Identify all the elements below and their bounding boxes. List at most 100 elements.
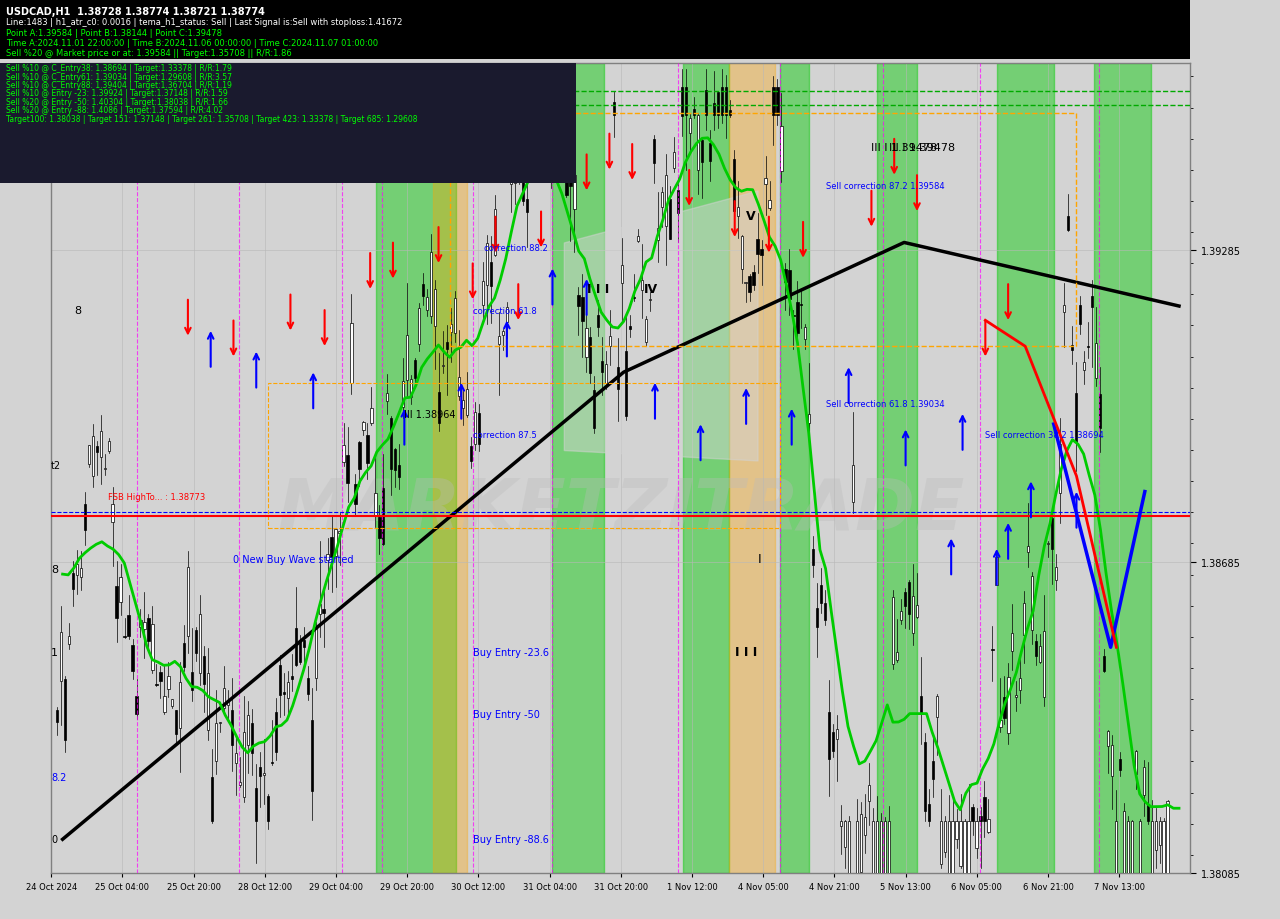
Bar: [351, 323, 352, 383]
Bar: [195, 630, 197, 653]
Bar: [68, 636, 70, 645]
Bar: [204, 656, 205, 685]
Bar: [800, 304, 803, 306]
Bar: [426, 298, 429, 311]
Bar: [832, 732, 835, 752]
Bar: [1079, 305, 1082, 324]
Text: III 1.38964: III 1.38964: [404, 409, 456, 419]
Bar: [1068, 217, 1069, 231]
Bar: [474, 413, 476, 445]
Bar: [669, 199, 671, 240]
Bar: [553, 64, 604, 873]
Text: Sell %20 @ Market price or at: 1.39584 || Target:1.35708 || R/R:1.86: Sell %20 @ Market price or at: 1.39584 |…: [6, 49, 292, 58]
Bar: [932, 762, 934, 779]
Bar: [553, 116, 556, 141]
Bar: [1094, 344, 1097, 379]
Bar: [760, 250, 763, 255]
Bar: [919, 697, 922, 714]
Bar: [115, 586, 118, 618]
Bar: [813, 549, 814, 565]
Bar: [262, 773, 265, 776]
Bar: [1019, 678, 1021, 690]
Text: 8: 8: [51, 564, 59, 574]
Bar: [236, 753, 237, 764]
Bar: [419, 309, 420, 345]
Bar: [879, 822, 882, 875]
Bar: [413, 360, 416, 379]
Bar: [1139, 822, 1140, 876]
Bar: [781, 127, 782, 172]
Bar: [817, 607, 818, 628]
Text: I I I: I I I: [586, 282, 609, 295]
Bar: [617, 368, 620, 390]
Text: 8: 8: [74, 305, 81, 315]
Bar: [477, 414, 480, 444]
Bar: [900, 612, 902, 620]
Bar: [266, 796, 269, 822]
Text: Sell %10 @ C_Entry88: 1.39404 | Target:1.36704 | R/R:1.19: Sell %10 @ C_Entry88: 1.39404 | Target:1…: [6, 81, 232, 90]
Bar: [732, 160, 735, 212]
Bar: [577, 296, 580, 306]
Bar: [1158, 822, 1161, 845]
Bar: [824, 604, 827, 620]
Bar: [997, 64, 1053, 873]
Bar: [462, 401, 465, 408]
Text: Buy Entry -50: Buy Entry -50: [472, 709, 540, 720]
Text: 0: 0: [51, 834, 58, 844]
Bar: [549, 130, 552, 165]
Bar: [1043, 631, 1046, 698]
Bar: [673, 153, 675, 169]
Bar: [136, 697, 138, 714]
Text: Line:1483 | h1_atr_c0: 0.0016 | tema_h1_status: Sell | Last Signal is:Sell with : Line:1483 | h1_atr_c0: 0.0016 | tema_h1_…: [6, 18, 403, 28]
Bar: [279, 665, 282, 695]
Bar: [1055, 568, 1057, 580]
Bar: [64, 679, 67, 740]
Text: Sell correction 61.8 1.39034: Sell correction 61.8 1.39034: [826, 400, 945, 408]
Bar: [108, 441, 110, 451]
Bar: [481, 282, 484, 305]
Bar: [1007, 677, 1010, 732]
Text: 0 New Buy Wave started: 0 New Buy Wave started: [233, 554, 355, 564]
Bar: [645, 320, 648, 343]
Bar: [796, 302, 799, 334]
Text: Sell %10 @ Entry -23: 1.39924 | Target:1.37148 | R/R:1.59: Sell %10 @ Entry -23: 1.39924 | Target:1…: [6, 89, 228, 98]
Bar: [724, 87, 727, 116]
Bar: [1166, 800, 1169, 876]
Bar: [347, 456, 348, 483]
Bar: [187, 568, 189, 636]
Text: Sell %10 @ C_Entry61: 1.39034 | Target:1.29608 | R/R:3.57: Sell %10 @ C_Entry61: 1.39034 | Target:1…: [6, 73, 233, 82]
Bar: [159, 673, 161, 682]
Bar: [1075, 393, 1078, 442]
Bar: [502, 332, 504, 336]
Bar: [983, 797, 986, 822]
Bar: [936, 697, 938, 717]
Bar: [179, 683, 182, 728]
Bar: [307, 678, 308, 695]
Bar: [438, 392, 440, 424]
Bar: [111, 505, 114, 523]
Bar: [96, 446, 97, 452]
Bar: [494, 210, 495, 255]
Bar: [1032, 576, 1033, 630]
Bar: [291, 676, 293, 679]
Bar: [1098, 394, 1101, 429]
Bar: [709, 144, 710, 162]
Bar: [960, 822, 961, 866]
Bar: [509, 170, 512, 185]
Bar: [132, 645, 133, 671]
Text: Buy Entry -88.6: Buy Entry -88.6: [472, 834, 549, 844]
Bar: [911, 596, 914, 633]
Bar: [275, 712, 276, 753]
Bar: [1039, 646, 1042, 663]
Bar: [175, 710, 178, 734]
Bar: [728, 111, 731, 116]
Bar: [79, 568, 82, 578]
Text: correction 61.8: correction 61.8: [472, 306, 536, 315]
Bar: [223, 688, 225, 709]
Bar: [183, 643, 186, 667]
Bar: [545, 87, 548, 116]
Bar: [147, 618, 150, 641]
Text: Time A:2024.11.01 22:00:00 | Time B:2024.11.06 00:00:00 | Time C:2024.11.07 01:0: Time A:2024.11.01 22:00:00 | Time B:2024…: [6, 39, 379, 48]
Bar: [736, 209, 739, 217]
Bar: [370, 408, 372, 424]
